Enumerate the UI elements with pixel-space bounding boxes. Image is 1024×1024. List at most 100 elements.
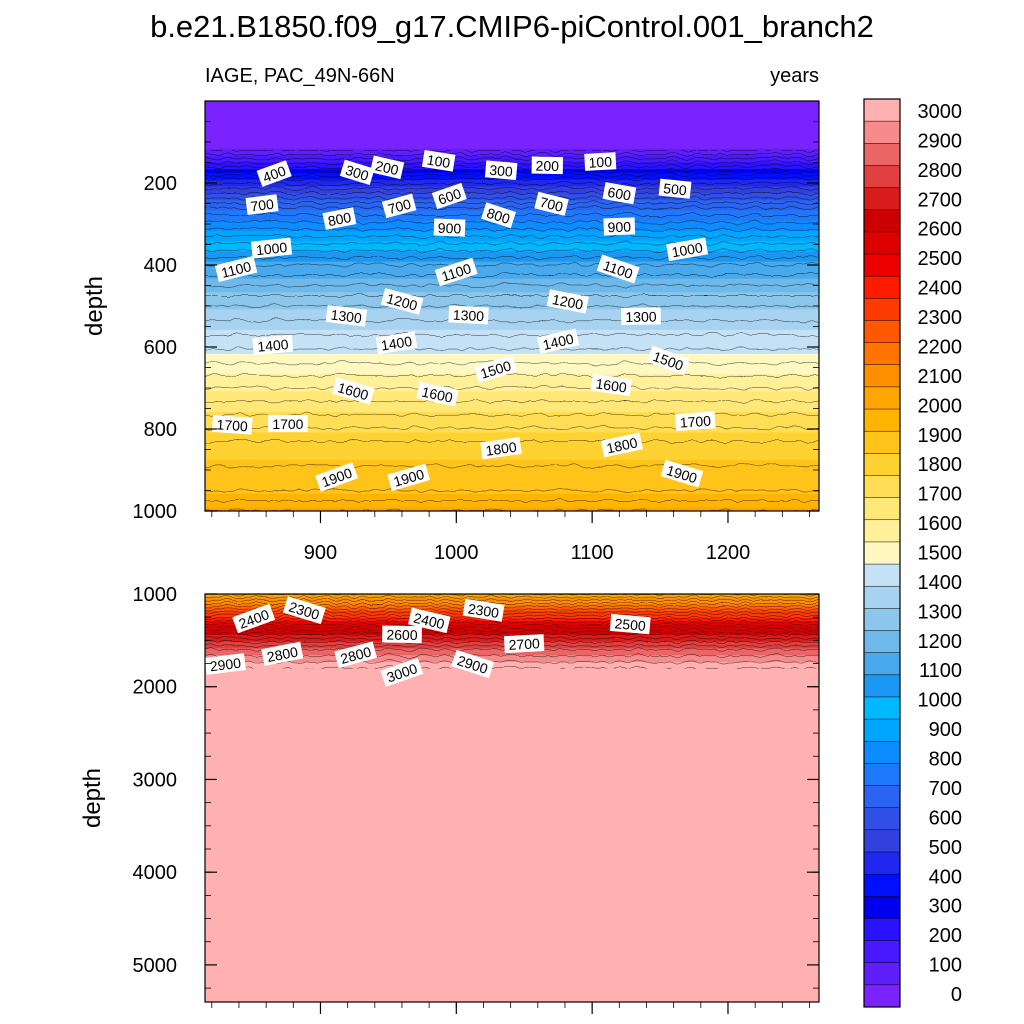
color-band — [205, 811, 819, 816]
color-band — [205, 985, 819, 989]
contour-label: 700 — [381, 193, 417, 219]
color-band — [205, 801, 819, 806]
color-band — [205, 889, 819, 894]
color-band — [205, 679, 819, 683]
color-band — [205, 954, 819, 959]
contour-label-text: 200 — [535, 158, 559, 174]
contour-label: 600 — [431, 182, 467, 210]
color-band — [205, 278, 819, 283]
color-band — [205, 651, 819, 656]
y-tick-label: 1000 — [133, 501, 178, 523]
contour-label-box — [603, 217, 636, 236]
color-band — [205, 866, 819, 870]
color-band — [205, 288, 819, 293]
color-band — [205, 951, 819, 955]
color-band — [205, 781, 819, 785]
contour-label: 900 — [433, 218, 466, 237]
colorbar-cell — [864, 187, 900, 211]
color-band — [205, 757, 819, 762]
color-band — [205, 411, 819, 416]
color-band — [205, 672, 819, 677]
color-band — [205, 774, 819, 779]
contour-label-text: 1600 — [595, 375, 628, 395]
contour-label-text: 600 — [606, 184, 632, 204]
contour-label: 1400 — [536, 328, 580, 354]
color-band — [205, 230, 819, 235]
color-band — [205, 835, 819, 840]
contour-label-box — [462, 598, 505, 622]
contour-label-text: 900 — [607, 218, 631, 235]
color-band — [205, 614, 819, 619]
contour-label: 1700 — [211, 414, 253, 435]
color-band — [205, 845, 819, 850]
upper-contour-lines — [205, 149, 819, 511]
colorbar-cell — [864, 785, 900, 809]
color-band — [205, 227, 819, 232]
color-band — [205, 624, 819, 629]
colorbar-label: 2300 — [918, 307, 963, 329]
color-band — [205, 111, 819, 116]
color-band — [205, 493, 819, 498]
contour-label-box — [666, 237, 709, 262]
color-band — [205, 114, 819, 119]
color-band — [205, 597, 819, 602]
color-band — [205, 480, 819, 485]
colorbar-cell — [864, 807, 900, 831]
contour-label-text: 100 — [588, 153, 612, 170]
colorbar-label: 1600 — [918, 513, 963, 535]
color-band — [205, 930, 819, 935]
color-band — [205, 261, 819, 266]
contour-label-box — [480, 437, 522, 460]
contour-label-box — [205, 653, 247, 675]
y-tick-label: 600 — [144, 337, 177, 359]
contour-label-text: 2900 — [209, 655, 242, 675]
contour-label-text: 100 — [426, 152, 452, 171]
contour-label-box — [621, 307, 661, 326]
colorbar-cell — [864, 386, 900, 410]
colorbar-label: 1900 — [918, 425, 963, 447]
colorbar-cell — [864, 453, 900, 476]
color-band — [205, 825, 819, 830]
color-band — [205, 699, 819, 704]
contour-label: 2600 — [382, 625, 422, 644]
color-band — [205, 145, 819, 150]
color-band — [205, 466, 819, 471]
colorbar-label: 1400 — [918, 572, 963, 594]
contour-label-box — [584, 152, 617, 171]
contour-label: 1200 — [546, 289, 589, 314]
colorbar-label: 2500 — [918, 248, 963, 270]
color-band — [205, 706, 819, 711]
color-band — [205, 913, 819, 918]
contour-label: 1700 — [268, 415, 308, 433]
contour-label-text: 1000 — [255, 239, 288, 258]
contour-label-text: 2800 — [266, 643, 300, 665]
contour-label-text: 1400 — [257, 336, 290, 355]
color-band — [205, 716, 819, 721]
colorbar-label: 500 — [929, 837, 962, 859]
colorbar-label: 100 — [929, 955, 962, 977]
color-band — [205, 777, 819, 782]
contour-label-text: 1700 — [272, 416, 303, 432]
color-band — [205, 689, 819, 694]
color-band — [205, 682, 819, 687]
colorbar-cell — [864, 165, 900, 189]
lower-axes: 1000 2000 3000 4000 5000 — [133, 584, 819, 1014]
contour-label-box — [448, 305, 489, 325]
color-band — [205, 473, 819, 478]
contour-label-box — [261, 641, 304, 666]
color-band — [205, 995, 819, 1000]
color-band — [205, 842, 819, 847]
color-band — [205, 470, 819, 475]
contour-label-box — [232, 603, 276, 634]
color-band — [205, 142, 819, 147]
contour-label-text: 1600 — [420, 384, 454, 406]
color-band — [205, 855, 819, 860]
colorbar-cell — [864, 896, 900, 919]
contour-label: 2900 — [205, 653, 247, 675]
color-band — [205, 900, 819, 904]
color-band — [205, 709, 819, 714]
color-band — [205, 101, 819, 106]
contour-label-text: 300 — [344, 162, 371, 184]
color-band — [205, 968, 819, 972]
color-band — [205, 340, 819, 345]
